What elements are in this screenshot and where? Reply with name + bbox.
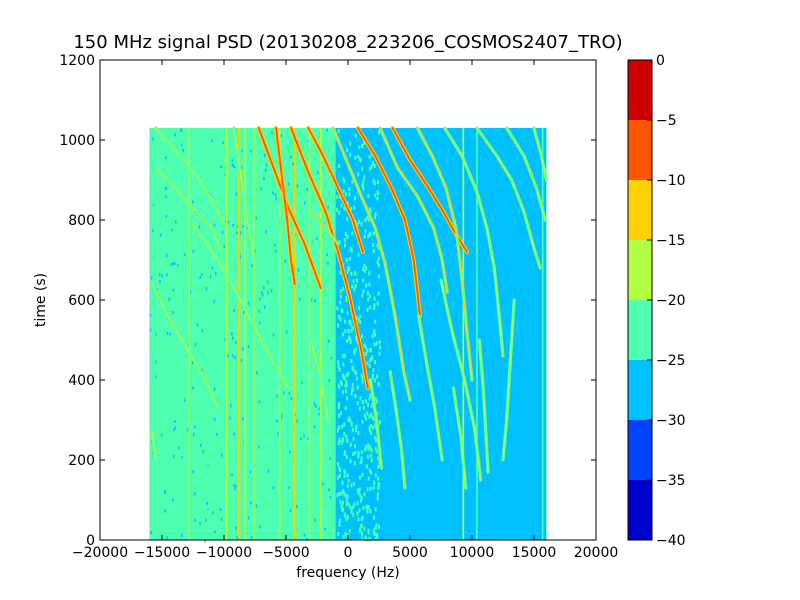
signal-track-core: [155, 127, 228, 229]
signal-track-core: [506, 127, 546, 221]
y-tick-label: 1200: [59, 53, 95, 69]
y-tick-label: 200: [68, 453, 95, 469]
signal-track-core: [533, 127, 548, 181]
colorbar-band: [628, 120, 652, 180]
signal-track-core: [290, 127, 369, 389]
signal-track-core: [369, 379, 383, 469]
colorbar-band: [628, 240, 652, 300]
signal-track-core: [452, 387, 467, 489]
y-tick-label: 800: [68, 213, 95, 229]
signal-track-core: [257, 127, 322, 289]
colorbar-tick-label: −35: [656, 473, 686, 489]
y-axis: 0 200 400 600 800 1000 1200: [59, 53, 596, 549]
y-axis-label: time (s): [33, 273, 49, 327]
colorbar-tick-label: −25: [656, 353, 686, 369]
colorbar-tick-label: 0: [656, 53, 665, 69]
signal-track-core: [502, 299, 515, 461]
signal-track-core: [418, 315, 443, 461]
x-tick-label: 20000: [574, 545, 619, 561]
colorbar-bands: [628, 60, 652, 540]
signal-track-core: [192, 223, 290, 389]
signal-track-core: [389, 371, 406, 489]
colorbar-band: [628, 300, 652, 360]
colorbar-tick-label: −5: [656, 113, 677, 129]
x-tick-label: −15000: [134, 545, 190, 561]
signal-track-core: [275, 127, 296, 285]
signal-track-core: [379, 127, 448, 293]
colorbar-tick-label: −20: [656, 293, 686, 309]
signal-track-core: [312, 211, 339, 245]
colorbar: 0 −5 −10 −15 −20 −25 −30 −35 −40: [627, 53, 686, 549]
colorbar-band: [628, 420, 652, 480]
x-tick-label: 0: [344, 545, 353, 561]
colorbar-band: [628, 360, 652, 420]
signal-track-core: [357, 127, 421, 317]
y-tick-label: 400: [68, 373, 95, 389]
y-tick-label: 1000: [59, 133, 95, 149]
signal-track-core: [307, 127, 364, 253]
heatmap-layer: [149, 126, 548, 543]
colorbar-band: [628, 480, 652, 540]
signal-track-core: [332, 127, 411, 401]
x-tick-label: −10000: [196, 545, 252, 561]
y-tick-label: 600: [68, 293, 95, 309]
signal-track-core: [151, 283, 219, 409]
x-tick-label: −20000: [72, 545, 128, 561]
signal-track-core: [476, 127, 541, 269]
x-axis: −20000 −15000 −10000 −5000 0 5000 10000 15000 20…: [72, 60, 618, 561]
signal-track-core: [444, 127, 504, 357]
colorbar-tick-label: −30: [656, 413, 686, 429]
signal-track-core: [151, 431, 157, 461]
chart-title: 150 MHz signal PSD (20130208_223206_COSM…: [73, 32, 622, 53]
x-tick-label: 10000: [450, 545, 495, 561]
colorbar-tick-label: −40: [656, 533, 686, 549]
x-axis-label: frequency (Hz): [296, 565, 399, 581]
signal-track-core: [478, 339, 489, 473]
signal-track-core: [416, 127, 473, 381]
colorbar-tick-label: −15: [656, 233, 686, 249]
signal-track-core: [153, 167, 223, 253]
colorbar-band: [628, 180, 652, 240]
signal-track-core: [233, 127, 256, 269]
colorbar-ticks: 0 −5 −10 −15 −20 −25 −30 −35 −40: [647, 53, 686, 549]
x-tick-label: 5000: [392, 545, 428, 561]
x-tick-label: −5000: [262, 545, 309, 561]
y-tick-label: 0: [86, 533, 95, 549]
signal-track-core: [440, 279, 482, 481]
colorbar-tick-label: −10: [656, 173, 686, 189]
x-tick-label: 15000: [512, 545, 557, 561]
signal-track-core: [310, 339, 329, 421]
colorbar-band: [628, 60, 652, 120]
plot-area: −20000 −15000 −10000 −5000 0 5000 10000 15000 20…: [59, 53, 618, 561]
